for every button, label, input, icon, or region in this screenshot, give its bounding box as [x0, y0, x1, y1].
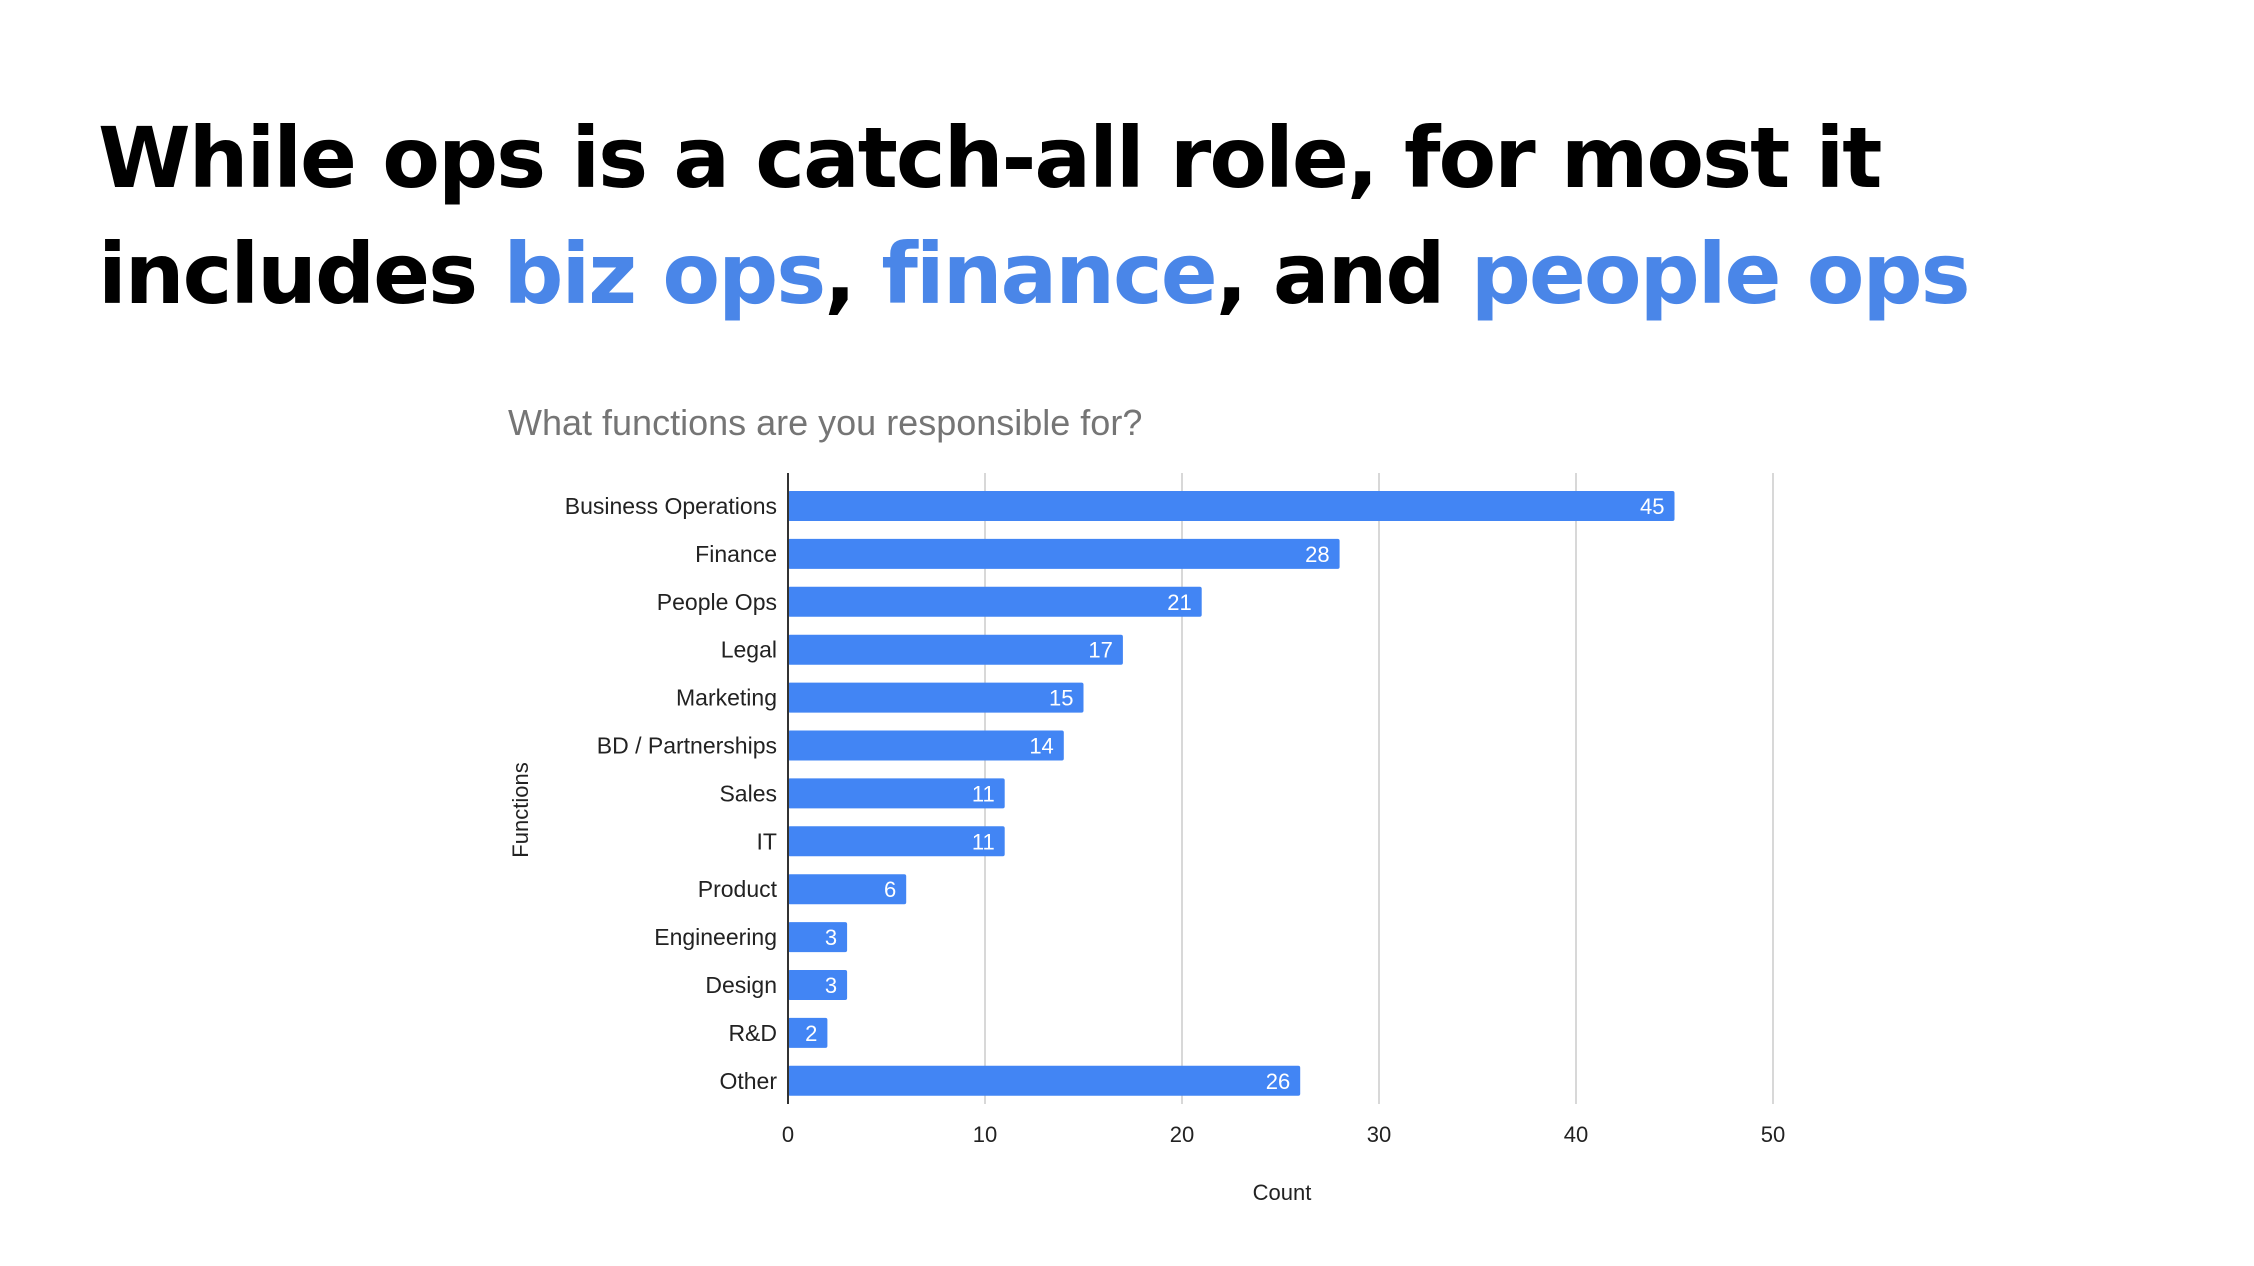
- highlight-biz-ops: biz ops: [503, 225, 826, 323]
- data-label: 3: [825, 925, 837, 950]
- category-label: Design: [705, 972, 777, 998]
- category-label: Product: [698, 876, 778, 902]
- x-tick-labels: 0 10 20 30 40 50: [782, 1122, 1785, 1147]
- highlight-people-ops: people ops: [1470, 225, 1971, 323]
- bar: [788, 682, 1084, 713]
- headline-separator-2: , and: [1215, 225, 1471, 323]
- bars: [788, 491, 1675, 1096]
- x-tick-label: 10: [973, 1122, 997, 1147]
- bar: [788, 491, 1675, 521]
- data-label: 45: [1640, 494, 1664, 519]
- category-label: Other: [719, 1068, 777, 1094]
- x-axis-title: Count: [1253, 1180, 1312, 1205]
- data-label: 28: [1305, 542, 1329, 567]
- category-label: People Ops: [657, 589, 777, 615]
- category-label: Finance: [695, 541, 777, 567]
- data-label: 17: [1088, 638, 1112, 663]
- data-label: 6: [884, 877, 896, 902]
- data-label: 15: [1049, 686, 1073, 711]
- data-label: 21: [1167, 590, 1191, 615]
- category-label: Marketing: [676, 685, 777, 711]
- x-tick-label: 40: [1564, 1122, 1588, 1147]
- x-tick-label: 20: [1170, 1122, 1194, 1147]
- x-tick-label: 50: [1761, 1122, 1785, 1147]
- category-label: IT: [757, 828, 777, 854]
- bar: [788, 634, 1123, 665]
- headline-line-1: While ops is a catch-all role, for most …: [98, 109, 1882, 207]
- bar: [788, 730, 1064, 761]
- category-label: BD / Partnerships: [597, 733, 777, 759]
- category-label: Business Operations: [565, 493, 777, 519]
- bar: [788, 874, 907, 905]
- category-label: Legal: [721, 637, 777, 663]
- bar: [788, 586, 1202, 617]
- bar: [788, 922, 848, 953]
- x-tick-label: 0: [782, 1122, 794, 1147]
- category-labels: Business Operations Finance People Ops Lega…: [565, 493, 778, 1094]
- x-tick-label: 30: [1367, 1122, 1391, 1147]
- data-label: 2: [805, 1021, 817, 1046]
- bar: [788, 1065, 1301, 1096]
- bar: [788, 778, 1005, 809]
- headline-line-2-prefix: includes: [98, 225, 504, 323]
- bar: [788, 538, 1340, 569]
- bar: [788, 1017, 828, 1048]
- bar: [788, 826, 1005, 857]
- headline-separator-1: ,: [824, 225, 882, 323]
- data-label: 11: [972, 781, 995, 806]
- bar: [788, 970, 848, 1000]
- category-label: R&D: [728, 1020, 777, 1046]
- chart-title: What functions are you responsible for?: [508, 402, 1142, 443]
- headline: While ops is a catch-all role, for most …: [98, 100, 1971, 332]
- data-label: 3: [825, 973, 837, 998]
- data-label: 14: [1029, 734, 1053, 759]
- category-label: Sales: [719, 780, 777, 806]
- data-label: 26: [1266, 1069, 1290, 1094]
- highlight-finance: finance: [881, 225, 1217, 323]
- y-axis-title: Functions: [508, 762, 533, 857]
- data-label: 11: [972, 829, 995, 854]
- category-label: Engineering: [654, 924, 777, 950]
